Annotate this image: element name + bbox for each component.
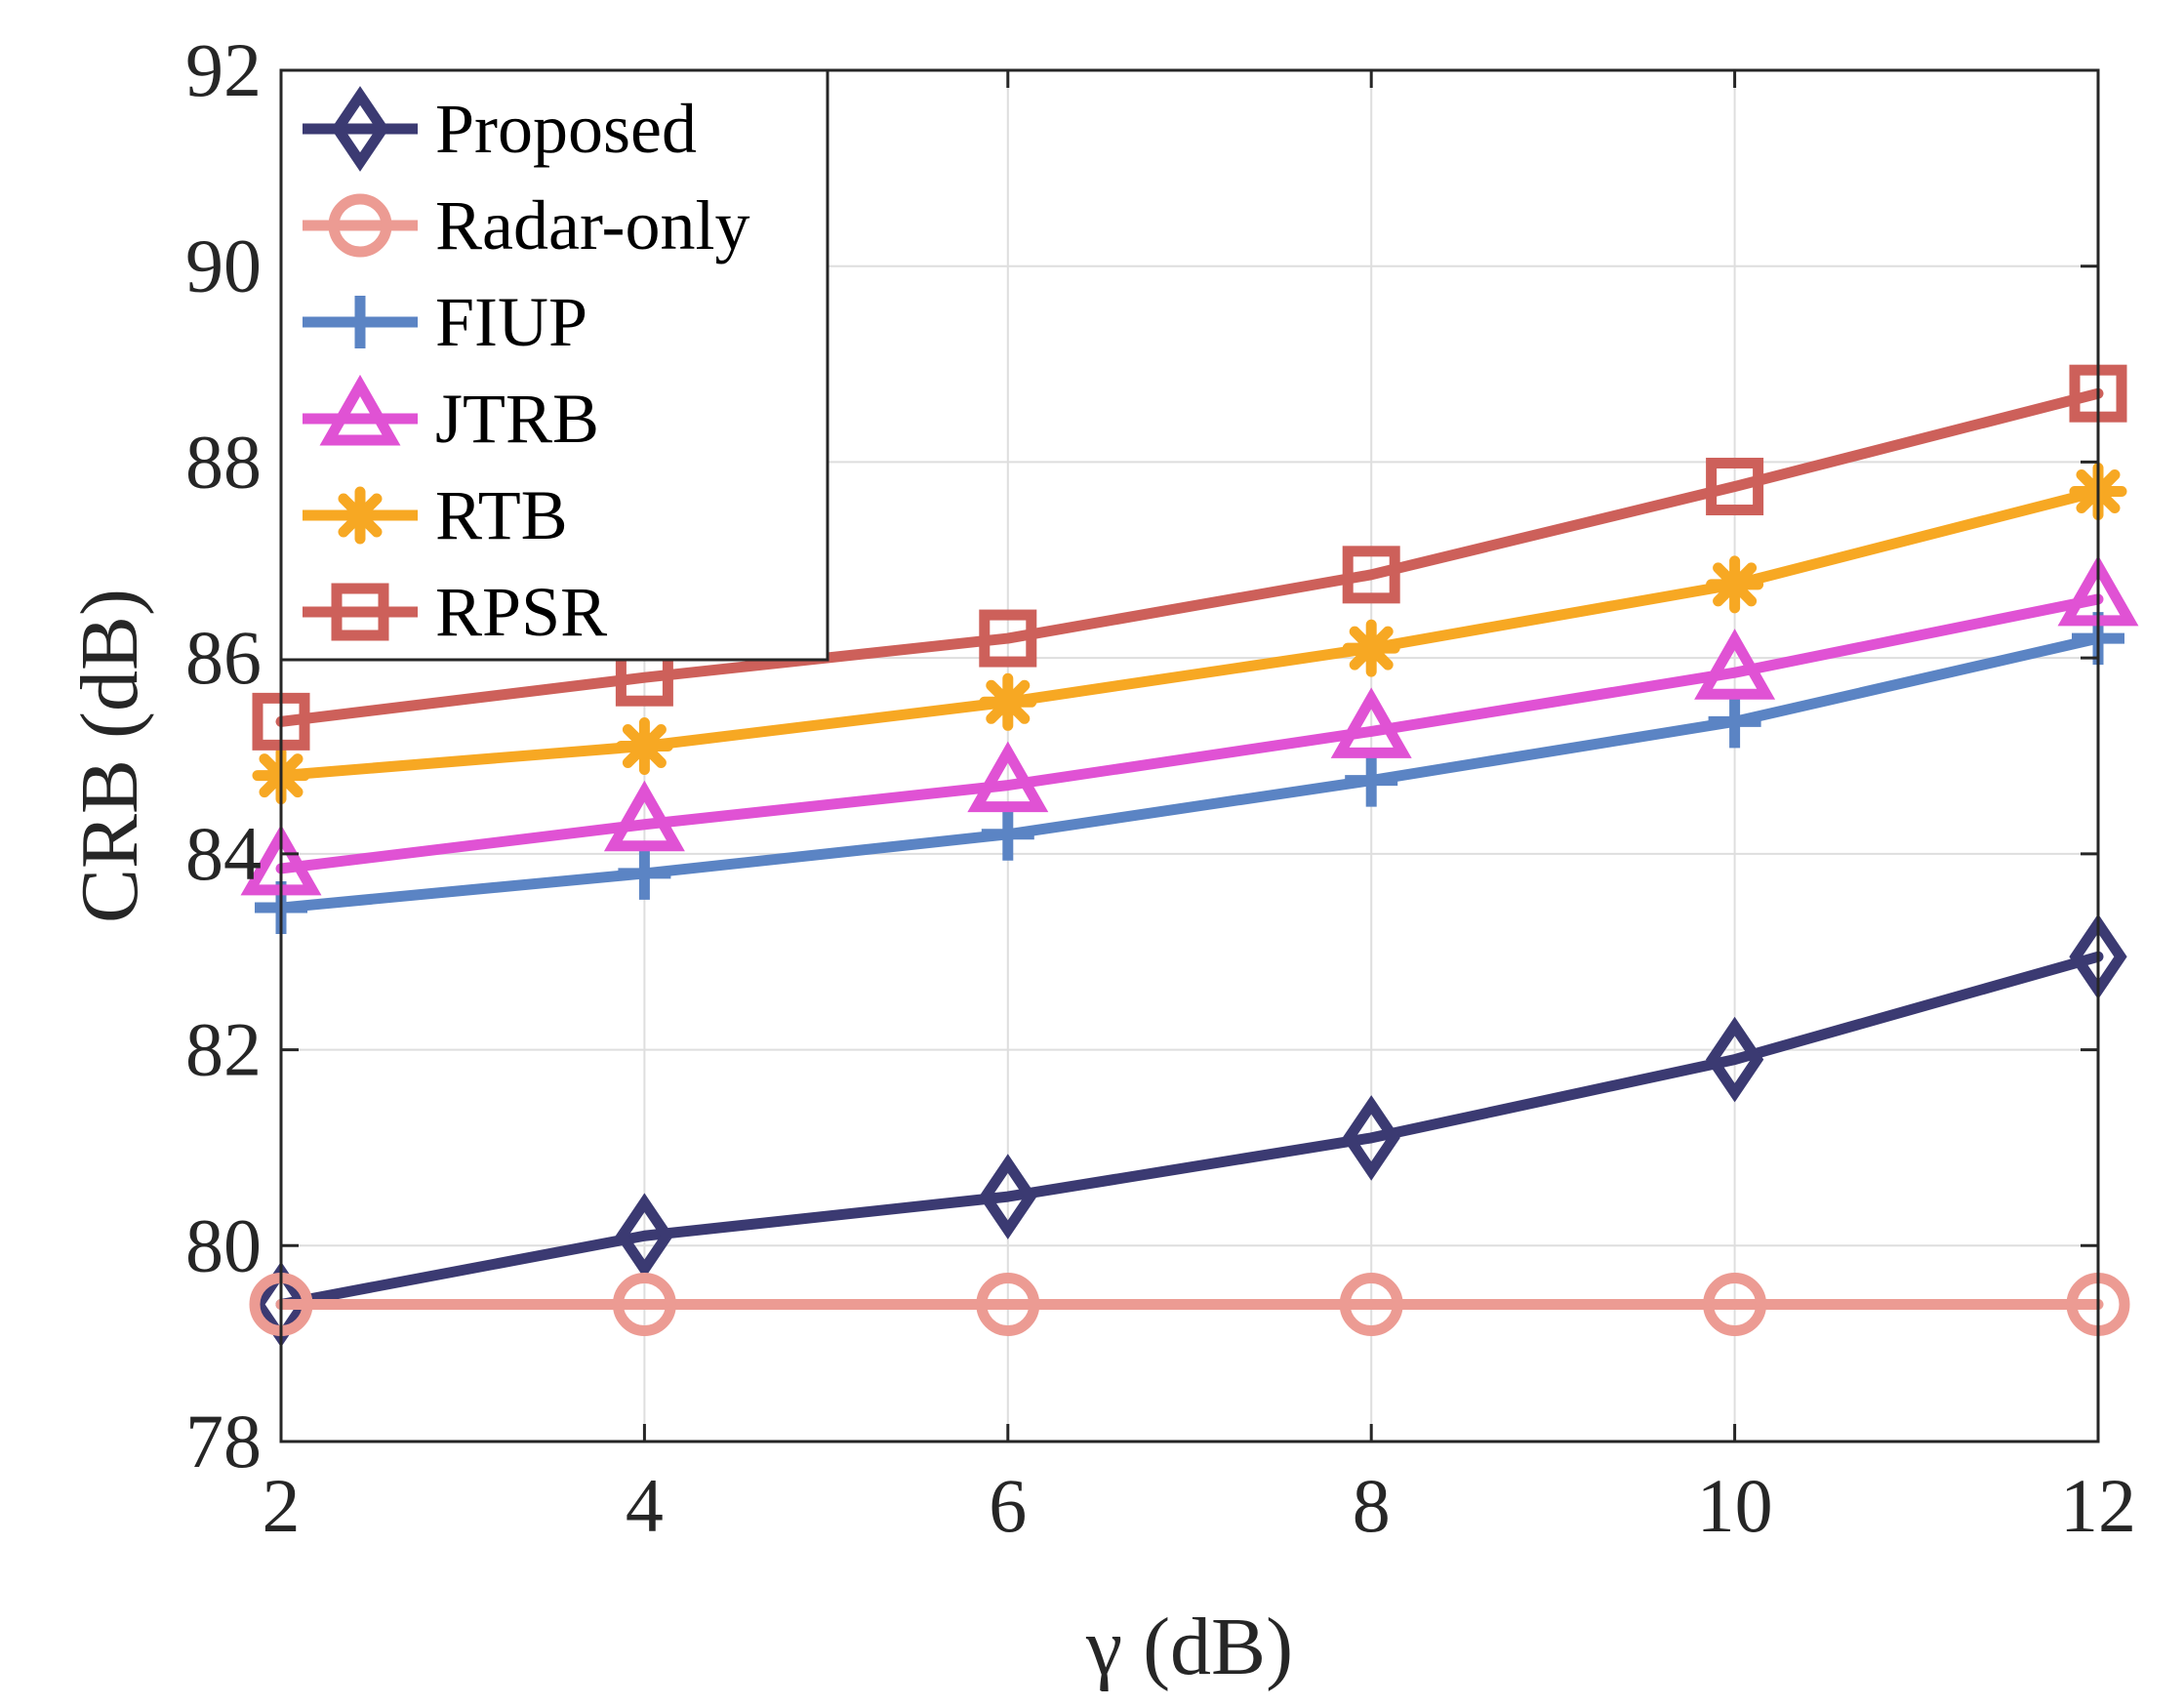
data-point-rpsr <box>1342 546 1400 604</box>
legend-label-rpsr: RPSR <box>435 573 607 651</box>
data-point-jtrb <box>603 780 685 852</box>
legend-marker-proposed <box>331 86 389 172</box>
data-point-radar-only <box>976 1273 1040 1336</box>
legend-marker-rtb <box>331 486 389 545</box>
legend-label-radar-only: Radar-only <box>435 186 749 264</box>
data-point-jtrb <box>967 741 1049 813</box>
y-tick-label: 84 <box>185 811 262 896</box>
y-tick-label: 80 <box>185 1202 262 1287</box>
legend-item-proposed: Proposed <box>303 86 697 172</box>
data-point-fiup <box>1345 753 1398 807</box>
y-tick-label: 82 <box>185 1007 262 1092</box>
data-point-proposed <box>1705 1016 1764 1103</box>
y-tick-label: 86 <box>185 615 262 700</box>
data-point-rpsr <box>1706 458 1764 516</box>
x-tick-label: 8 <box>1353 1463 1391 1548</box>
legend-marker-fiup <box>334 296 386 348</box>
data-point-radar-only <box>1339 1273 1403 1336</box>
data-point-rpsr <box>979 609 1037 668</box>
y-tick-label: 92 <box>185 27 262 112</box>
y-tick-label: 88 <box>185 419 262 504</box>
series-layer <box>240 364 2139 1348</box>
legend-item-rpsr: RPSR <box>303 573 607 651</box>
series-line-rtb <box>275 486 2104 782</box>
legend-marker-jtrb <box>319 374 401 446</box>
data-point-rtb <box>615 716 673 775</box>
series-line-jtrb <box>275 593 2104 874</box>
data-point-radar-only <box>612 1273 676 1336</box>
legend-label-proposed: Proposed <box>435 90 697 168</box>
legend-label-rtb: RTB <box>435 476 568 554</box>
legend-marker-rpsr <box>331 583 389 641</box>
y-tick-label: 90 <box>185 223 262 308</box>
axes-box <box>279 68 2100 1443</box>
data-point-fiup <box>1708 695 1761 749</box>
data-point-jtrb <box>1330 687 1412 758</box>
x-tick-label: 6 <box>989 1463 1027 1548</box>
data-point-proposed <box>1342 1095 1400 1181</box>
data-point-radar-only <box>1703 1273 1767 1336</box>
series-line-proposed <box>275 951 2104 1310</box>
data-point-proposed <box>615 1193 674 1280</box>
data-point-jtrb <box>1694 629 1776 700</box>
legend-box <box>279 68 829 662</box>
x-axis-label: γ (dB) <box>1085 1602 1293 1692</box>
series-line-fiup <box>275 632 2104 914</box>
x-tick-label: 2 <box>263 1463 301 1548</box>
data-point-proposed <box>979 1154 1037 1239</box>
legend-label-jtrb: JTRB <box>435 380 599 458</box>
legend: Proposed Radar-only FIUP JTRB RTB RPSR <box>279 68 829 662</box>
data-point-rtb <box>979 672 1037 731</box>
x-tick-label: 4 <box>626 1463 664 1548</box>
data-point-rtb <box>1342 619 1400 677</box>
data-point-fiup <box>618 846 671 900</box>
axis-ticks: 2 4 6 8 10 12 78 80 82 84 86 88 90 92 <box>185 27 2136 1548</box>
legend-marker-radar-only <box>328 193 392 258</box>
y-axis-label: CRB (dB) <box>64 589 155 923</box>
x-tick-label: 10 <box>1697 1463 1773 1548</box>
legend-item-radar-only: Radar-only <box>303 186 749 264</box>
data-point-fiup <box>981 807 1034 861</box>
series-line-rpsr <box>275 387 2104 727</box>
legend-label-fiup: FIUP <box>435 283 587 361</box>
x-tick-label: 12 <box>2060 1463 2136 1548</box>
legend-item-jtrb: JTRB <box>303 374 599 458</box>
data-point-rtb <box>1706 555 1764 614</box>
legend-item-fiup: FIUP <box>303 283 587 361</box>
legend-item-rtb: RTB <box>303 476 568 554</box>
y-tick-label: 78 <box>185 1399 262 1483</box>
